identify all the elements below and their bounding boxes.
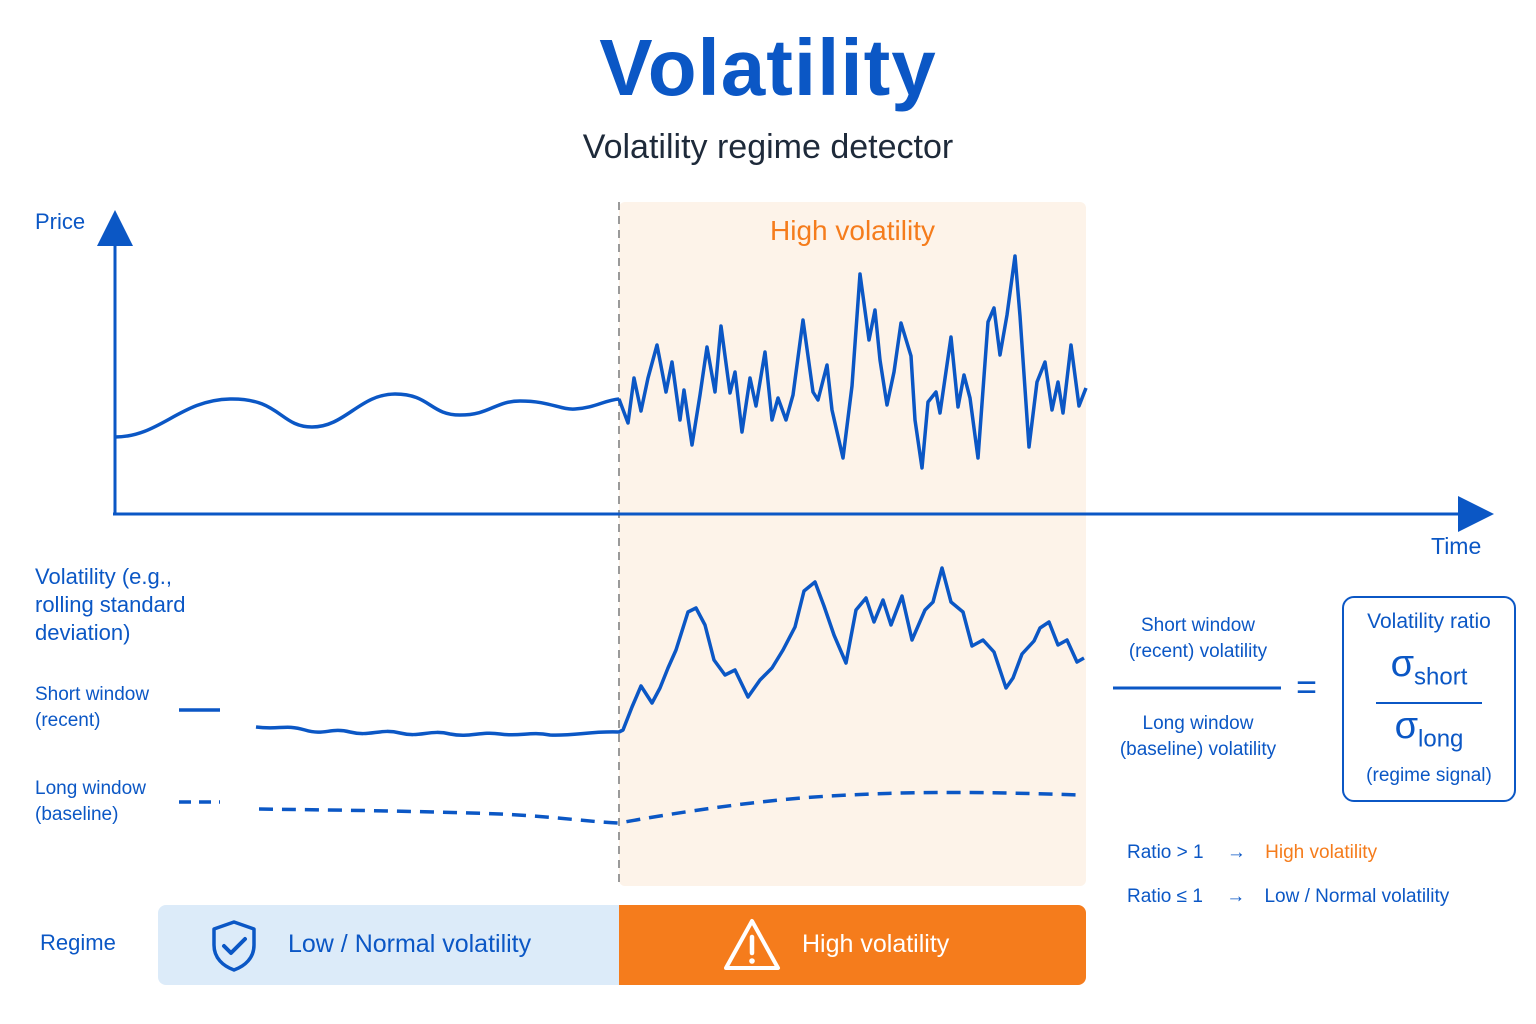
arrow-icon: → — [1226, 886, 1246, 907]
ratio-fraction-bar — [1376, 701, 1482, 704]
regime-low-text: Low / Normal volatility — [288, 930, 532, 958]
regime-high-text: High volatility — [802, 930, 950, 958]
volatility-axis-label: Volatility (e.g., rolling standard devia… — [35, 564, 186, 645]
page-title: Volatility — [599, 23, 937, 112]
shield-check-icon — [212, 920, 256, 972]
price-line-volatile — [617, 254, 1088, 470]
rule-high: Ratio > 1 → High volatility — [1127, 840, 1377, 866]
legend-long-label: Long window (baseline) — [35, 778, 146, 825]
price-line-calm — [114, 392, 620, 439]
long-window-volatility-line — [258, 790, 1081, 825]
formula-equals-sign: = — [1296, 666, 1318, 707]
rule-low: Ratio ≤ 1 → Low / Normal volatility — [1127, 884, 1449, 910]
high-volatility-region — [619, 202, 1086, 886]
ratio-box-note: (regime signal) — [1366, 765, 1492, 787]
volatility-ratio-box: Volatility ratio σshort σlong (regime si… — [1342, 596, 1516, 802]
legend-short-label: Short window (recent) — [35, 684, 150, 731]
ratio-box-title: Volatility ratio — [1367, 610, 1491, 633]
regime-high-band: High volatility — [619, 905, 1086, 985]
regime-label: Regime — [40, 930, 116, 955]
arrow-icon: → — [1226, 842, 1246, 863]
sigma-long: σlong — [1394, 704, 1464, 753]
price-axis-label: Price — [35, 209, 86, 234]
sigma-short: σshort — [1390, 643, 1468, 691]
warning-triangle-icon — [724, 919, 780, 970]
formula-denominator: Long window (baseline) volatility — [1119, 713, 1277, 760]
formula-numerator: Short window (recent) volatility — [1128, 615, 1268, 662]
regime-low-band: Low / Normal volatility — [158, 905, 619, 985]
short-window-volatility-line — [255, 566, 1085, 738]
page-subtitle: Volatility regime detector — [582, 128, 954, 166]
high-volatility-region-label: High volatility — [770, 215, 935, 246]
time-axis-label: Time — [1431, 533, 1482, 559]
